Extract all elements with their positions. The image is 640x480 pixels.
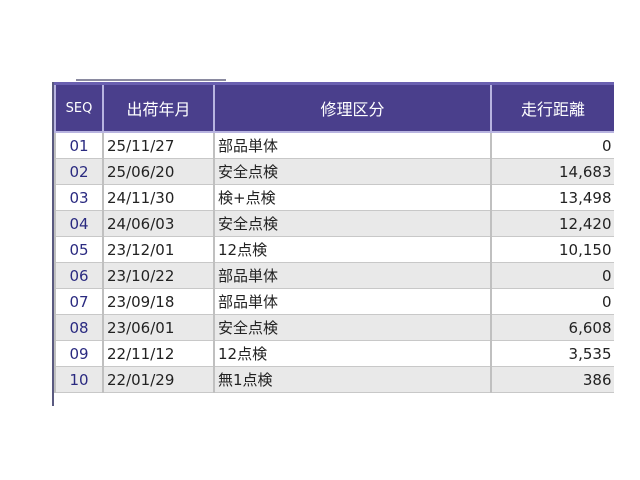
cell-repair-type: 部品単体	[213, 288, 492, 315]
cell-mileage: 0	[490, 262, 614, 289]
cell-seq: 04	[54, 210, 104, 237]
cell-repair-type: 安全点検	[213, 158, 492, 185]
cell-repair-type: 12点検	[213, 236, 492, 263]
cell-ship-date: 25/06/20	[102, 158, 215, 185]
header-repair-type[interactable]: 修理区分	[213, 82, 492, 133]
table-row[interactable]: 07 23/09/18 部品単体 0	[54, 288, 614, 315]
cell-repair-type: 無1点検	[213, 366, 492, 393]
cell-mileage: 6,608	[490, 314, 614, 341]
cell-ship-date: 24/11/30	[102, 184, 215, 211]
table-row[interactable]: 08 23/06/01 安全点検 6,608	[54, 314, 614, 341]
header-row: SEQ 出荷年月 修理区分 走行距離	[54, 82, 614, 133]
cell-mileage: 10,150	[490, 236, 614, 263]
table-row[interactable]: 04 24/06/03 安全点検 12,420	[54, 210, 614, 237]
cell-ship-date: 23/10/22	[102, 262, 215, 289]
cell-mileage: 13,498	[490, 184, 614, 211]
cell-ship-date: 23/12/01	[102, 236, 215, 263]
header-mileage[interactable]: 走行距離	[490, 82, 614, 133]
table-row[interactable]: 02 25/06/20 安全点検 14,683	[54, 158, 614, 185]
table-row[interactable]: 10 22/01/29 無1点検 386	[54, 366, 614, 393]
divider	[76, 79, 226, 81]
cell-seq: 03	[54, 184, 104, 211]
cell-ship-date: 22/11/12	[102, 340, 215, 367]
cell-ship-date: 22/01/29	[102, 366, 215, 393]
table-row[interactable]: 03 24/11/30 検+点検 13,498	[54, 184, 614, 211]
cell-seq: 01	[54, 131, 104, 159]
table-row[interactable]: 05 23/12/01 12点検 10,150	[54, 236, 614, 263]
table-row[interactable]: 01 25/11/27 部品単体 0	[54, 131, 614, 159]
cell-repair-type: 12点検	[213, 340, 492, 367]
cell-repair-type: 部品単体	[213, 262, 492, 289]
cell-seq: 08	[54, 314, 104, 341]
table-row[interactable]: 09 22/11/12 12点検 3,535	[54, 340, 614, 367]
cell-repair-type: 部品単体	[213, 131, 492, 159]
cell-seq: 06	[54, 262, 104, 289]
cell-ship-date: 25/11/27	[102, 131, 215, 159]
cell-mileage: 3,535	[490, 340, 614, 367]
cell-seq: 10	[54, 366, 104, 393]
table-row[interactable]: 06 23/10/22 部品単体 0	[54, 262, 614, 289]
cell-mileage: 12,420	[490, 210, 614, 237]
repair-history-table: SEQ 出荷年月 修理区分 走行距離 01 25/11/27 部品単体 0 02 25/0…	[52, 82, 614, 406]
cell-repair-type: 検+点検	[213, 184, 492, 211]
cell-seq: 07	[54, 288, 104, 315]
cell-seq: 09	[54, 340, 104, 367]
cell-repair-type: 安全点検	[213, 210, 492, 237]
cell-mileage: 386	[490, 366, 614, 393]
cell-mileage: 14,683	[490, 158, 614, 185]
cell-seq: 05	[54, 236, 104, 263]
header-ship-date[interactable]: 出荷年月	[102, 82, 215, 133]
cell-ship-date: 23/06/01	[102, 314, 215, 341]
cell-mileage: 0	[490, 288, 614, 315]
header-seq[interactable]: SEQ	[54, 82, 104, 133]
cell-seq: 02	[54, 158, 104, 185]
cell-ship-date: 24/06/03	[102, 210, 215, 237]
cell-mileage: 0	[490, 131, 614, 159]
cell-repair-type: 安全点検	[213, 314, 492, 341]
cell-ship-date: 23/09/18	[102, 288, 215, 315]
